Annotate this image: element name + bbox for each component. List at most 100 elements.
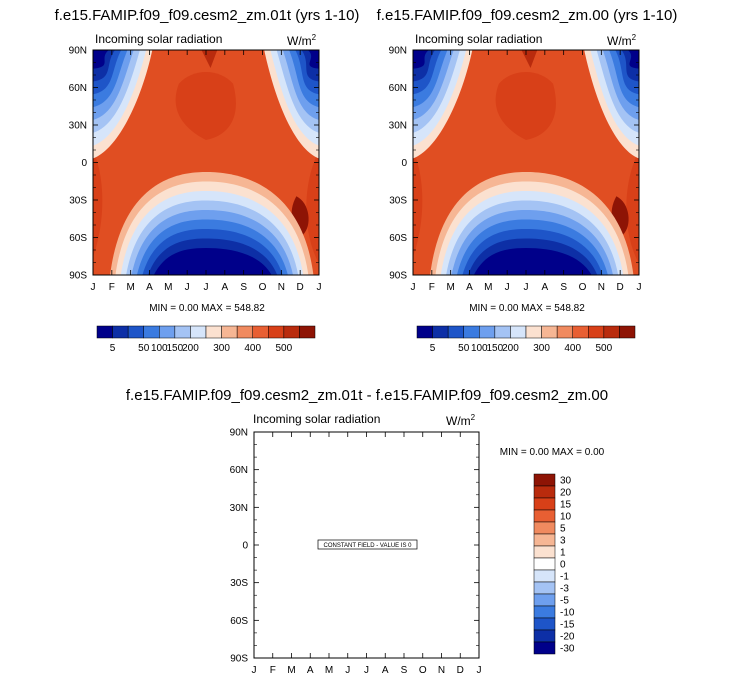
panel-2-colorbar-box — [432, 325, 449, 339]
panel-1-xtick-label: J — [317, 282, 322, 293]
panel-1-colorbar-label: 400 — [244, 343, 261, 354]
panel-1-xtick-label: O — [259, 282, 267, 293]
panel-3-colorbar-box — [533, 521, 556, 535]
panel-3-xtick-label: J — [477, 665, 482, 676]
panel-1-subtitle: Incoming solar radiation — [95, 32, 222, 46]
panel-2-colorbar-box — [447, 325, 464, 339]
panel-2-ytick-label: 60S — [389, 233, 407, 244]
panel-2-colorbar-box — [556, 325, 573, 339]
panel-1-colorbar-label: 500 — [276, 343, 293, 354]
panel-2-xtick-label: J — [505, 282, 510, 293]
panel-2-colorbar-box — [494, 325, 511, 339]
panel-1-colorbar-box — [268, 325, 285, 339]
panel-1-contour-high — [306, 151, 319, 264]
panel-3-colorbar-box — [533, 593, 556, 607]
panel-2-contour-max — [521, 50, 538, 68]
panel-3-colorbar-label: 5 — [560, 524, 566, 535]
panel-1-colorbar-label: 100 — [151, 343, 168, 354]
panel-3-title: f.e15.FAMIP.f09_f09.cesm2_zm.01t - f.e15… — [126, 387, 608, 404]
panel-2-subtitle: Incoming solar radiation — [415, 32, 542, 46]
panel-2-colorbar-label: 5 — [430, 343, 436, 354]
panel-1-colorbar-box — [112, 325, 129, 339]
panel-2-xtick-label: J — [637, 282, 642, 293]
panel-2-colorbar-box — [588, 325, 605, 339]
panel-3-colorbar-box — [533, 617, 556, 631]
panel-3-colorbar-box — [533, 629, 556, 643]
panel-1-ytick-label: 60S — [69, 233, 87, 244]
panel-1-contour-max — [201, 50, 218, 68]
panel-2-xtick-label: A — [466, 282, 473, 293]
panel-2-colorbar-box — [541, 325, 558, 339]
panel-1-colorbar-label: 50 — [138, 343, 150, 354]
panel-3-ytick-label: 60N — [230, 465, 248, 476]
panel-1-ytick-label: 90S — [69, 271, 87, 282]
panel-2-contour-polar-south — [474, 248, 592, 275]
panel-2-colorbar-label: 300 — [533, 343, 550, 354]
panel-1-title: f.e15.FAMIP.f09_f09.cesm2_zm.01t (yrs 1-… — [55, 7, 360, 24]
panel-1-units: W/m2 — [287, 33, 317, 48]
panel-1-colorbar-box — [143, 325, 160, 339]
panel-1-colorbar-box — [96, 325, 113, 339]
panel-1-colorbar-label: 300 — [213, 343, 230, 354]
panel-2-colorbar-label: 500 — [596, 343, 613, 354]
panel-2-title: f.e15.FAMIP.f09_f09.cesm2_zm.00 (yrs 1-1… — [377, 7, 678, 24]
panel-3-ytick-label: 60S — [230, 616, 248, 627]
panel-2-contour-high — [626, 151, 639, 264]
panel-2-xtick-label: D — [617, 282, 624, 293]
panel-2-ytick-label: 60N — [389, 83, 407, 94]
panel-3-colorbar-label: -15 — [560, 620, 575, 631]
panel-2-colorbar-box — [525, 325, 542, 339]
panel-2-ytick-label: 0 — [401, 158, 407, 169]
panel-3-colorbar-label: -3 — [560, 584, 569, 595]
panel-3-xtick-label: S — [401, 665, 408, 676]
panel-1-ytick-label: 60N — [69, 83, 87, 94]
panel-3-colorbar-box — [533, 557, 556, 571]
panel-3-colorbar-box — [533, 485, 556, 499]
panel-3-colorbar-label: -1 — [560, 572, 569, 583]
panel-1-colorbar-box — [127, 325, 144, 339]
panel-3-xtick-label: A — [307, 665, 314, 676]
panel-2-colorbar-label: 50 — [458, 343, 470, 354]
panel-2-xtick-label: F — [429, 282, 435, 293]
panel-3-xtick-label: A — [382, 665, 389, 676]
panel-3-colorbar-label: 15 — [560, 500, 572, 511]
panel-1-colorbar-box — [159, 325, 176, 339]
panel-3-xtick-label: O — [419, 665, 427, 676]
panel-1-xtick-label: A — [221, 282, 228, 293]
panel-1-ytick-label: 30N — [69, 121, 87, 132]
panel-3-ytick-label: 90N — [230, 428, 248, 439]
panel-3-colorbar-label: 10 — [560, 512, 572, 523]
panel-2-colorbar-box — [463, 325, 480, 339]
panel-2-ytick-label: 90S — [389, 271, 407, 282]
panel-3-colorbar-box — [533, 473, 556, 487]
panel-3-colorbar-box — [533, 569, 556, 583]
panel-1-contours — [93, 50, 319, 275]
panel-2-colorbar-label: 150 — [487, 343, 504, 354]
panel-3-colorbar-label: 20 — [560, 488, 572, 499]
panel-3-ytick-label: 0 — [242, 541, 248, 552]
panel-1-xtick-label: J — [185, 282, 190, 293]
panel-1-contour-high — [93, 151, 103, 257]
panel-1-colorbar-box — [174, 325, 191, 339]
panel-3-colorbar-label: 30 — [560, 476, 572, 487]
panel-1-ytick-label: 90N — [69, 46, 87, 57]
panel-3-colorbar-box — [533, 545, 556, 559]
panel-1-colorbar-box — [190, 325, 207, 339]
panel-3-colorbar-box — [533, 509, 556, 523]
panel-2-xtick-label: O — [579, 282, 587, 293]
panel-3-colorbar-label: -20 — [560, 632, 575, 643]
panel-1-contour-polar-north — [93, 50, 319, 95]
panel-1-colorbar-box — [221, 325, 238, 339]
panel-1-ytick-label: 0 — [81, 158, 87, 169]
panel-2-colorbar-box — [416, 325, 433, 339]
panel-1-ytick-label: 30S — [69, 196, 87, 207]
panel-2-contour-high — [495, 71, 556, 140]
panel-2-colorbar-box — [510, 325, 527, 339]
panel-2-xtick-label: A — [541, 282, 548, 293]
panel-3-xtick-label: M — [325, 665, 333, 676]
